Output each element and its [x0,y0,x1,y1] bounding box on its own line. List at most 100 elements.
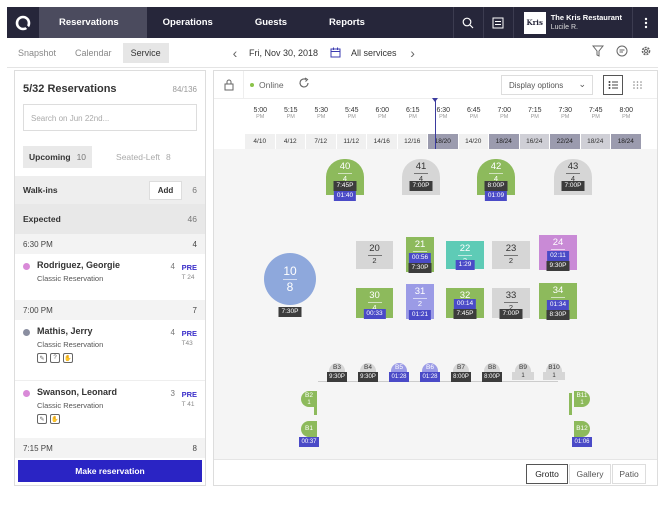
table-assignment: T43 [181,340,193,347]
bar-seat-b6[interactable]: B6 01:28 [417,363,443,382]
nav-tab-operations[interactable]: Operations [162,17,213,28]
timeline-slot[interactable]: 5:15 PM 4/12 [275,99,306,149]
search-input[interactable]: Search on Jun 22nd... [23,104,197,131]
reservation-time-badge: 9:30P [358,372,378,382]
table-10[interactable]: 10 8 7:30P [264,253,316,317]
chevron-right-icon[interactable]: › [410,45,415,61]
table-24[interactable]: 24202:119:30P [539,235,577,271]
timeline-covers: 18/20 [428,134,459,149]
restaurant-switcher[interactable]: Kris The Kris Restaurant Lucile R. [512,7,632,38]
table-22[interactable]: 2221:29 [446,241,484,270]
timeline-ampm: PM [591,114,600,120]
bar-seat-b5[interactable]: B5 01:28 [386,363,412,382]
current-time-marker [432,98,438,102]
timeline-slot[interactable]: 7:15 PM 16/24 [519,99,550,149]
table-43[interactable]: 43 4 7:00P [554,159,592,195]
time-group-count: 4 [192,239,197,249]
tab-snapshot[interactable]: Snapshot [18,47,57,58]
timeline-slot[interactable]: 7:00 PM 18/24 [489,99,520,149]
make-reservation-button[interactable]: Make reservation [18,460,202,482]
nav-tab-reports[interactable]: Reports [329,17,365,28]
table-number: 33 [505,290,517,301]
floor-tab-patio[interactable]: Patio [612,464,646,484]
online-status: Online [250,80,284,90]
timeline-covers: 14/20 [458,134,489,149]
add-walkin-button[interactable]: Add [148,180,183,200]
time-group-header: 7:00 PM 7 [15,300,205,320]
tab-upcoming[interactable]: Upcoming 10 [23,146,93,168]
table-33[interactable]: 33 2 7:00P [492,288,530,319]
elapsed-time-badge: 01:28 [389,372,409,382]
timeline-slot[interactable]: 7:45 PM 18/24 [580,99,611,149]
app-logo-icon[interactable] [7,7,39,38]
reservation-item[interactable]: Rodriguez, Georgie Classic Reservation 4… [15,254,205,300]
filter-icon[interactable] [591,44,605,62]
elapsed-time-badge: 01:21 [408,310,432,320]
filter-settings-icon[interactable] [482,7,513,38]
timeline-slot[interactable]: 5:45 PM 11/12 [336,99,367,149]
table-number: 34 [552,285,564,296]
table-21[interactable]: 21200:567:30P [406,237,434,273]
timeline-slot[interactable]: 6:30 PM 18/20 [428,99,459,149]
timeline-slot[interactable]: 6:45 PM 14/20 [458,99,489,149]
table-divider [551,249,565,250]
table-32[interactable]: 32200:147:45P [446,288,484,319]
timeline-slot[interactable]: 7:30 PM 22/24 [550,99,581,149]
refresh-icon[interactable] [298,76,310,94]
table-34[interactable]: 34201:348:30P [539,283,577,320]
search-icon[interactable] [452,7,483,38]
restaurant-logo: Kris [523,11,546,34]
side-seat-b2[interactable]: B2 1 [298,391,320,407]
timeline-slot[interactable]: 8:00 PM 18/24 [611,99,642,149]
side-seat-b1[interactable]: B1 00:37 [298,421,320,447]
timeline-slot[interactable]: 6:00 PM 14/16 [367,99,398,149]
gear-icon[interactable] [640,44,652,62]
bar-seat-shape: B7 [453,363,469,372]
table-31[interactable]: 31 2 01:21 [406,284,434,320]
nav-tab-reservations[interactable]: Reservations [39,7,147,38]
current-date[interactable]: Fri, Nov 30, 2018 [249,48,319,58]
timeline-time: 6:00 [375,107,390,114]
table-23[interactable]: 23 2 [492,241,530,269]
bar-seat-b3[interactable]: B3 9:30P [324,363,350,382]
tab-calendar[interactable]: Calendar [75,47,112,58]
side-seat-b11[interactable]: B11 1 [571,391,593,407]
reservation-item[interactable]: Mathis, Jerry Classic Reservation ✎ ? ✋ … [15,320,205,380]
tab-service[interactable]: Service [122,42,169,63]
tab-seated-left[interactable]: Seated-Left 8 [110,146,177,168]
chevron-left-icon[interactable]: ‹ [232,45,238,61]
timeline-time: 6:30 [436,107,451,114]
bar-seat-b8[interactable]: B8 8:00P [479,363,505,382]
timeline-slot[interactable]: 5:00 PM 4/10 [245,99,276,149]
calendar-icon[interactable] [330,47,341,60]
table-capacity: 2 [417,299,423,308]
grid-view-icon[interactable] [627,75,647,95]
nav-tab-guests[interactable]: Guests [254,17,288,28]
reservation-item[interactable]: Swanson, Leonard Classic Reservation ✎ ✋… [15,380,205,438]
side-seat-b12[interactable]: B12 01:06 [571,421,593,447]
display-options-select[interactable]: Display options ⌄ [501,75,593,95]
lock-icon[interactable] [214,71,244,99]
bar-seat-b4[interactable]: B4 9:30P [355,363,381,382]
table-30[interactable]: 30 4 00:33 [356,288,393,319]
table-42[interactable]: 42 4 8:00P 01:09 [477,159,515,201]
table-41[interactable]: 41 4 7:00P [402,159,440,195]
services-selector[interactable]: All services [351,48,397,58]
list-view-icon[interactable] [603,75,623,95]
timeline-slot[interactable]: 5:30 PM 7/12 [306,99,337,149]
reservation-time-badge: 7:30P [408,263,432,273]
bar-seat-b7[interactable]: B7 8:00P [448,363,474,382]
floor-tab-grotto[interactable]: Grotto [526,464,568,484]
timeline-covers: 11/12 [336,134,367,149]
floor-tab-gallery[interactable]: Gallery [569,464,611,484]
table-40[interactable]: 40 4 7:45P 01:40 [326,159,364,201]
more-vertical-icon[interactable] [632,7,658,38]
bar-seat-b10[interactable]: B10 1 [541,363,567,380]
table-20[interactable]: 20 2 [356,241,393,269]
table-number: 31 [414,286,426,297]
bar-seat-b9[interactable]: B9 1 [510,363,536,380]
side-seat-shape: B11 1 [574,391,590,407]
timeline-slot[interactable]: 6:15 PM 12/16 [397,99,428,149]
chat-icon[interactable] [616,44,628,62]
timeline-covers: 12/16 [397,134,428,149]
